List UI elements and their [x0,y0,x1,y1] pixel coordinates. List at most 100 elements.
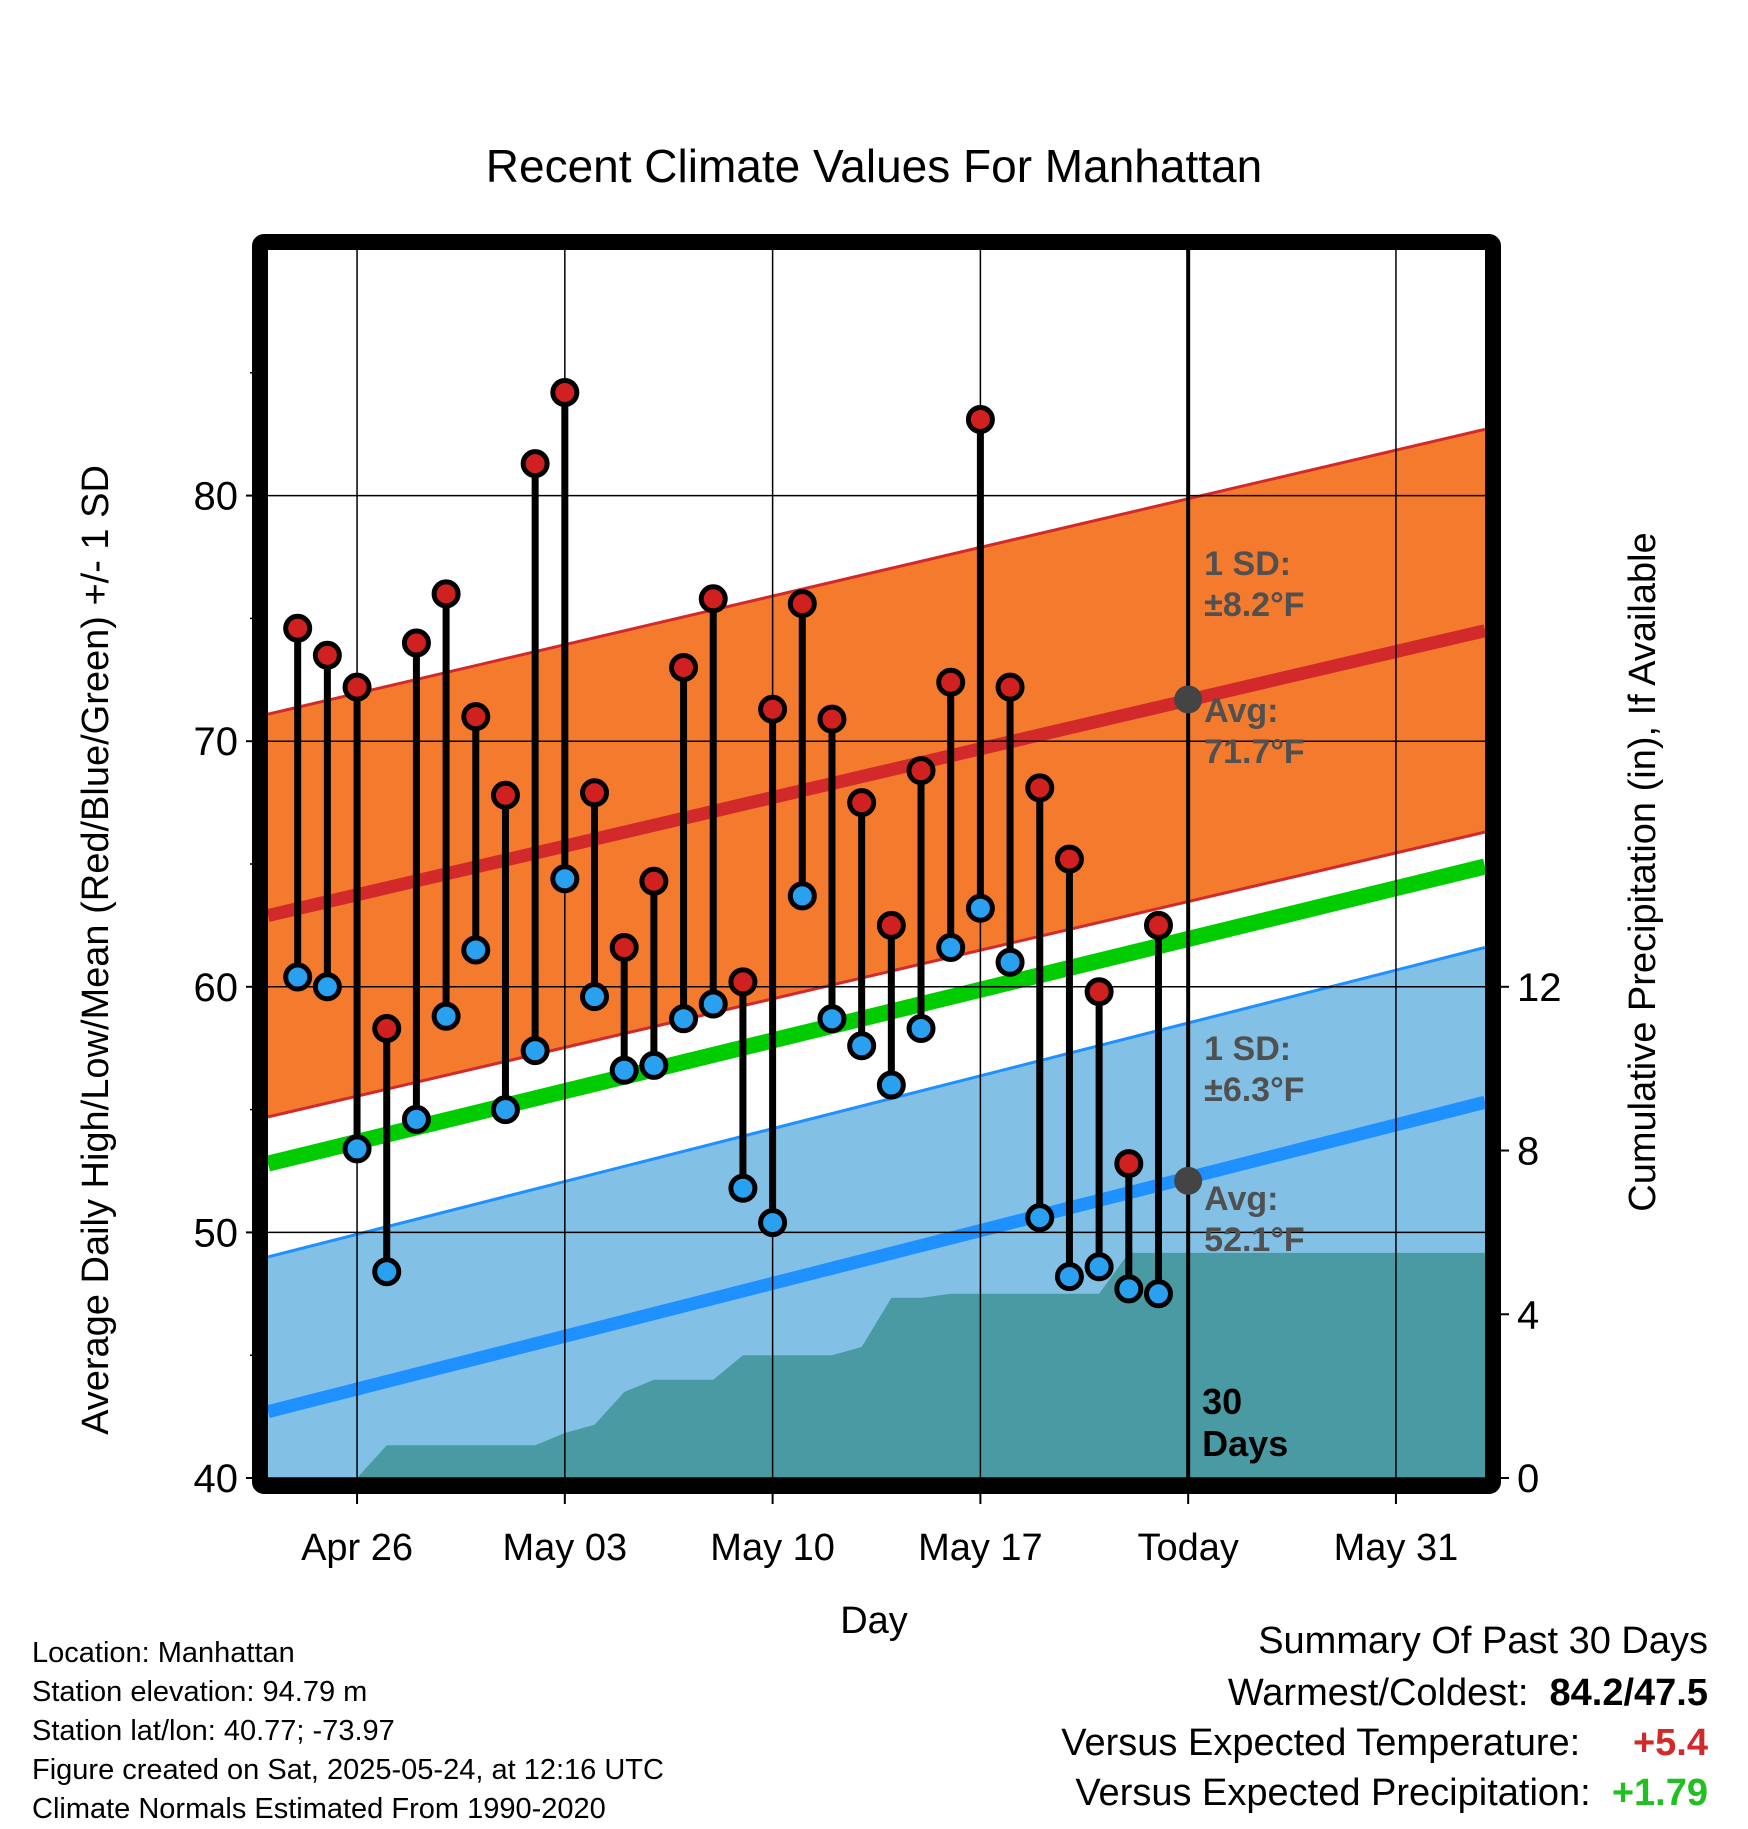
days-count-label: 30 [1202,1381,1242,1422]
daily-high-point [1025,773,1055,803]
daily-low-point [1054,1262,1084,1292]
summary-warmest: Warmest/Coldest: 84.2/47.5 [1228,1672,1708,1715]
daily-low-point [283,962,313,992]
daily-high-point [698,584,728,614]
precipitation-area [268,1252,1485,1478]
daily-low-point [1114,1274,1144,1304]
daily-low-point [639,1050,669,1080]
daily-high-point [817,704,847,734]
high-band-lower-edge [268,830,1485,1119]
summary-precip: Versus Expected Precipitation: +1.79 [1075,1772,1708,1815]
y2-tick-label: 8 [1517,1130,1539,1174]
precip-label: Versus Expected Precipitation: [1075,1772,1591,1814]
today-high-avg-point [1174,685,1203,714]
high-avg-value: 71.7°F [1204,733,1305,771]
daily-high-point [401,628,431,658]
temp-value: +5.4 [1632,1722,1708,1764]
daily-low-point [461,935,491,965]
daily-low-point [1084,1252,1114,1282]
daily-low-point [787,881,817,911]
x-tick-label: May 03 [503,1527,628,1569]
daily-high-point [758,694,788,724]
x-tick-label: Today [1137,1527,1238,1569]
x-tick-label: May 10 [710,1527,835,1569]
x-axis-label: Day [840,1600,908,1642]
daily-high-point [550,377,580,407]
normal-high-line [268,624,1485,922]
daily-high-point [490,780,520,810]
normal-mean-line [268,858,1485,1172]
normals-text: Climate Normals Estimated From 1990-2020 [32,1793,606,1825]
daily-low-point [401,1104,431,1134]
summary-panel: Summary Of Past 30 Days Warmest/Coldest:… [808,1620,1708,1820]
daily-high-point [847,788,877,818]
chart-title: Recent Climate Values For Manhattan [486,140,1262,192]
precip-value: +1.79 [1611,1772,1708,1814]
daily-low-point [490,1095,520,1125]
high-avg-label: Avg: [1204,692,1278,730]
daily-low-point [1143,1279,1173,1309]
daily-high-point [342,672,372,702]
daily-high-point [312,640,342,670]
low-avg-value: 52.1°F [1204,1221,1305,1259]
daily-low-point [520,1036,550,1066]
summary-temp: Versus Expected Temperature: +5.4 [1061,1722,1708,1765]
daily-low-point [1025,1203,1055,1233]
daily-high-point [965,404,995,434]
daily-high-point [669,653,699,683]
daily-low-point [669,1004,699,1034]
daily-low-point [847,1031,877,1061]
y-axis-label: Average Daily High/Low/Mean (Red/Blue/Gr… [75,465,117,1435]
daily-low-point [936,933,966,963]
y-tick-label: 80 [194,475,239,519]
latlon-text: Station lat/lon: 40.77; -73.97 [32,1715,395,1747]
daily-low-point [342,1134,372,1164]
today-low-avg-point [1174,1166,1203,1195]
warmest-label: Warmest/Coldest: [1227,1672,1529,1714]
daily-high-point [1143,910,1173,940]
x-tick-label: May 31 [1334,1527,1459,1569]
days-unit-label: Days [1202,1423,1288,1464]
daily-low-point [580,982,610,1012]
daily-high-point [580,778,610,808]
daily-high-point [283,613,313,643]
daily-low-point [906,1014,936,1044]
warmest-value: 84.2/47.5 [1549,1672,1708,1714]
daily-low-point [876,1070,906,1100]
low-band-upper-edge [268,946,1485,1259]
daily-high-point [936,667,966,697]
low-sd-value: ±6.3°F [1204,1071,1304,1109]
high-band-upper-edge [268,427,1485,716]
daily-high-point [1084,977,1114,1007]
daily-high-point [876,910,906,940]
daily-low-point [965,893,995,923]
low-avg-label: Avg: [1204,1180,1278,1218]
y2-tick-label: 12 [1517,966,1562,1010]
daily-low-point [609,1055,639,1085]
daily-low-point [312,972,342,1002]
station-info: Location: Manhattan Station elevation: 9… [32,1634,664,1829]
daily-high-point [639,866,669,896]
y-tick-label: 60 [194,966,239,1010]
daily-high-point [372,1014,402,1044]
high-sd-value: ±8.2°F [1204,586,1304,624]
y-tick-label: 50 [194,1211,239,1255]
high-sd-label: 1 SD: [1204,545,1291,583]
daily-high-point [431,579,461,609]
daily-low-point [372,1257,402,1287]
daily-high-point [728,967,758,997]
location-text: Location: Manhattan [32,1637,295,1669]
daily-low-point [698,989,728,1019]
low-sd-label: 1 SD: [1204,1030,1291,1068]
y-tick-label: 40 [194,1457,239,1501]
daily-low-point [995,947,1025,977]
summary-heading: Summary Of Past 30 Days [1258,1620,1708,1662]
y2-tick-label: 0 [1517,1457,1539,1501]
y2-tick-label: 4 [1517,1293,1539,1337]
daily-high-point [461,702,491,732]
daily-low-point [728,1173,758,1203]
daily-high-point [1054,844,1084,874]
daily-high-point [1114,1149,1144,1179]
x-tick-label: May 17 [918,1527,1043,1569]
